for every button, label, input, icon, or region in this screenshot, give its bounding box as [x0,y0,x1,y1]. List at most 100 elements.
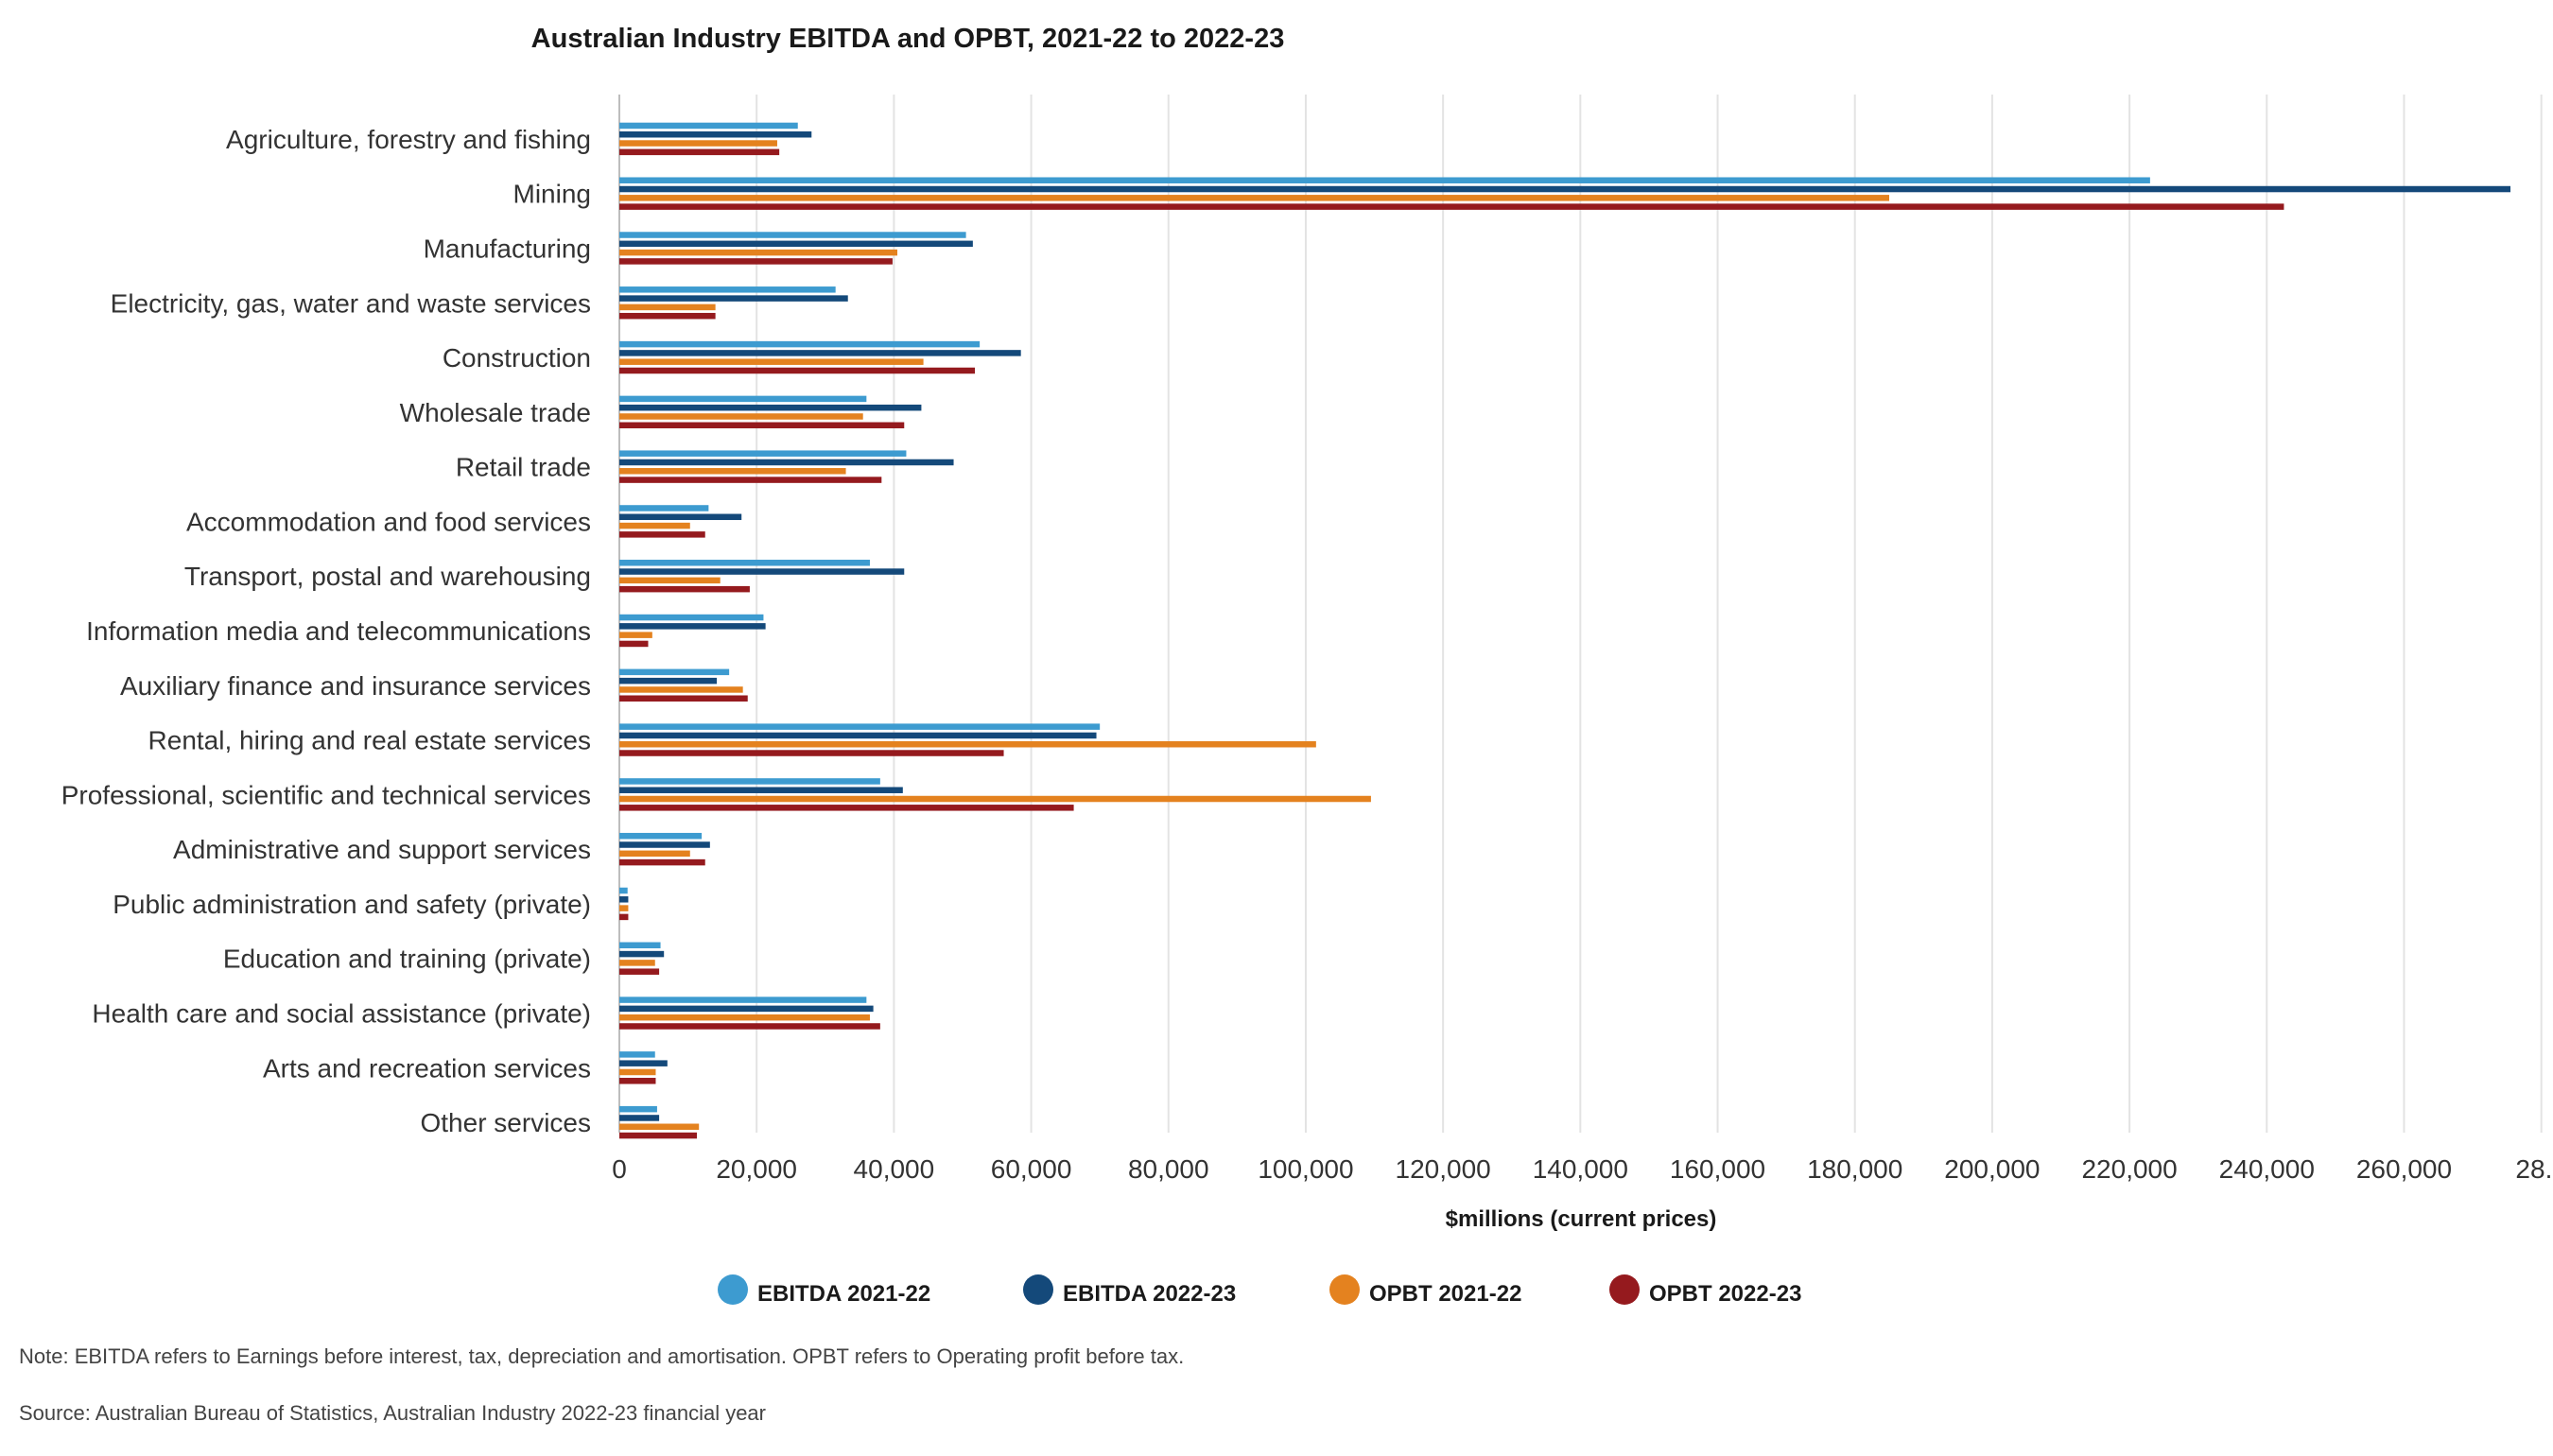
category-label: Public administration and safety (privat… [113,890,591,919]
x-tick-label: 100,000 [1258,1154,1353,1184]
bar [619,723,1101,730]
bar [619,1014,870,1021]
bar [619,905,629,911]
bar [619,1132,698,1139]
category-label: Information media and telecommunications [86,616,591,646]
bar [619,614,764,621]
bar [619,1005,874,1013]
bar [619,395,867,403]
x-tick-label: 140,000 [1533,1154,1628,1184]
bar [619,632,652,638]
legend-marker [1609,1274,1640,1305]
x-tick-label: 120,000 [1396,1154,1491,1184]
bar [619,505,709,511]
bar [619,177,2150,183]
bar [619,459,954,466]
bars [619,122,2510,1139]
legend-label: OPBT 2022-23 [1649,1281,1801,1307]
bar [619,249,898,256]
bar [619,997,867,1003]
category-label: Accommodation and food services [186,507,591,536]
category-labels: Agriculture, forestry and fishing Mining M… [61,125,591,1137]
bar [619,913,629,921]
x-axis-title: $millions (current prices) [1446,1206,1717,1232]
bar [619,477,882,483]
category-label: Professional, scientific and technical s… [61,780,591,809]
x-tick-label: 20,000 [716,1154,797,1184]
bar [619,585,750,593]
category-label: Rental, hiring and real estate services [148,726,591,755]
bar [619,950,665,958]
bar [619,303,716,311]
legend-marker [718,1274,748,1305]
x-tick-label: 40,000 [854,1154,935,1184]
category-label: Auxiliary finance and insurance services [120,671,591,701]
x-tick-label: 160,000 [1670,1154,1765,1184]
bar [619,668,730,676]
legend-marker [1023,1274,1053,1305]
category-label: Manufacturing [424,234,591,263]
chart-source: Source: Australian Bureau of Statistics,… [19,1401,766,1425]
category-label: Health care and social assistance (priva… [92,999,591,1029]
bar [619,122,798,130]
bar [619,832,703,840]
bar [619,295,848,302]
bar [619,841,710,848]
bar [619,195,1890,201]
bar [619,185,2510,193]
bar [619,367,976,374]
bar [619,312,716,320]
chart-title: Australian Industry EBITDA and OPBT, 202… [531,24,1285,54]
bar [619,1068,656,1076]
bar [619,240,973,248]
bar [619,677,718,685]
x-tick-label: 28... [2515,1154,2553,1184]
category-label: Transport, postal and warehousing [184,562,591,591]
legend-label: EBITDA 2022-23 [1063,1281,1236,1307]
chart-note: Note: EBITDA refers to Earnings before i… [19,1344,1185,1368]
bar [619,805,1074,811]
bar [619,623,766,630]
bar [619,1060,668,1066]
legend: EBITDA 2021-22 EBITDA 2022-23 OPBT 2021-22… [718,1274,1801,1307]
category-label: Construction [443,343,591,373]
category-label: Electricity, gas, water and waste servic… [111,288,591,318]
bar [619,778,880,785]
bar [619,686,743,693]
x-tick-label: 60,000 [991,1154,1072,1184]
x-tick-label: 0 [612,1154,627,1184]
bar [619,1078,656,1084]
bar [619,522,690,529]
bar [619,795,1371,803]
bar [619,203,2284,210]
gridlines [618,95,2543,1133]
category-label: Administrative and support services [173,835,591,864]
category-label: Education and training (private) [223,945,591,974]
bar [619,568,905,575]
bar [619,787,903,793]
category-label: Agriculture, forestry and fishing [226,125,591,154]
bar [619,286,836,293]
category-label: Wholesale trade [400,398,591,427]
bar [619,1023,880,1030]
bar [619,404,922,411]
x-tick-label: 260,000 [2356,1154,2452,1184]
bar [619,896,629,903]
bar [619,960,655,966]
bar [619,640,649,648]
x-tick-label: 240,000 [2219,1154,2315,1184]
bar [619,513,742,521]
category-label: Retail trade [456,453,591,482]
category-label: Other services [421,1108,592,1137]
bar [619,130,812,138]
bar [619,695,748,702]
bar [619,887,628,894]
bar [619,531,705,538]
legend-label: OPBT 2021-22 [1369,1281,1521,1307]
bar [619,450,907,457]
bar [619,858,705,866]
bar [619,468,846,475]
bar [619,1051,655,1058]
bar [619,340,981,348]
